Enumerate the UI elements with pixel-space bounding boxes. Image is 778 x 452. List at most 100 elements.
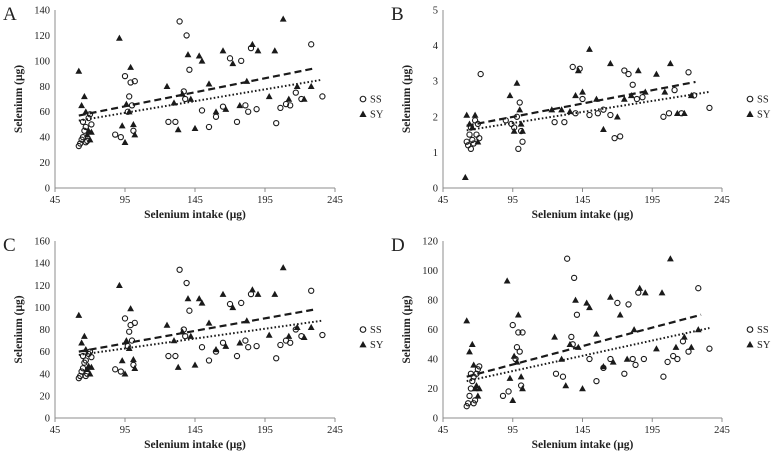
y-tick-label: 0 <box>433 414 438 425</box>
y-axis-title: Selenium (μg) <box>13 65 25 133</box>
y-tick-label: 1 <box>433 148 438 159</box>
data-point-sy <box>118 357 126 364</box>
data-point-ss <box>172 118 179 126</box>
data-point-ss <box>112 366 119 373</box>
data-point-ss <box>569 63 576 71</box>
data-point-ss <box>165 118 172 126</box>
data-point-sy <box>212 108 220 115</box>
data-point-sy <box>293 82 301 90</box>
data-point-ss <box>219 339 227 346</box>
data-point-sy <box>607 60 614 67</box>
data-point-ss <box>476 135 483 142</box>
data-point-ss <box>466 392 473 400</box>
x-tick-label: 195 <box>257 425 273 436</box>
data-point-sy <box>205 319 213 326</box>
data-point-ss <box>198 107 206 114</box>
data-point-sy <box>474 138 482 145</box>
y-tick-label: 80 <box>428 296 439 307</box>
data-point-ss <box>621 67 628 74</box>
legend-marker-sy <box>359 340 367 348</box>
data-point-ss <box>242 102 249 109</box>
data-point-ss <box>568 333 575 341</box>
y-tick-label: 40 <box>428 355 439 366</box>
panel-letter: D <box>391 235 405 256</box>
data-point-sy <box>198 299 206 306</box>
data-point-ss <box>570 274 578 282</box>
data-point-sy <box>88 363 95 370</box>
data-point-ss <box>509 321 516 329</box>
data-point-sy <box>229 60 237 67</box>
x-tick-label: 195 <box>644 425 660 436</box>
data-point-sy <box>461 173 469 181</box>
data-point-sy <box>666 255 674 262</box>
data-point-sy <box>673 109 681 116</box>
data-point-sy <box>212 346 220 353</box>
panel-letter: B <box>391 4 404 25</box>
data-point-sy <box>279 264 287 271</box>
data-point-sy <box>88 128 95 135</box>
legend-label-ss: SS <box>370 325 382 336</box>
data-point-ss <box>182 95 189 103</box>
data-point-sy <box>586 45 593 52</box>
data-point-sy <box>672 343 680 350</box>
data-point-ss <box>561 118 568 126</box>
x-tick-label: 95 <box>120 425 131 436</box>
data-point-ss <box>165 352 172 360</box>
data-point-sy <box>463 111 471 118</box>
data-point-ss <box>515 145 522 152</box>
data-point-ss <box>117 133 124 141</box>
data-point-sy <box>265 93 273 100</box>
data-point-ss <box>287 339 294 346</box>
data-point-ss <box>130 127 137 134</box>
data-point-sy <box>593 330 600 337</box>
data-point-sy <box>116 34 123 41</box>
data-point-ss <box>131 78 138 85</box>
y-tick-label: 120 <box>34 281 50 292</box>
data-point-ss <box>470 400 477 407</box>
data-point-ss <box>245 344 252 351</box>
trendline-sy <box>78 308 315 353</box>
data-point-sy <box>163 82 171 90</box>
data-point-ss <box>308 41 315 48</box>
x-axis-title: Selenium intake (μg) <box>144 439 246 451</box>
data-point-sy <box>254 47 262 54</box>
y-tick-label: 20 <box>40 391 51 402</box>
y-tick-label: 160 <box>34 237 50 248</box>
data-point-sy <box>131 364 139 371</box>
data-point-sy <box>600 362 607 370</box>
data-point-ss <box>126 93 133 100</box>
legend-marker-ss <box>746 326 754 333</box>
legend-marker-ss <box>359 95 367 103</box>
data-point-sy <box>636 284 644 291</box>
data-point-sy <box>519 385 526 392</box>
data-point-ss <box>88 354 95 361</box>
data-point-ss <box>273 355 280 362</box>
y-tick-label: 0 <box>433 184 438 195</box>
data-point-sy <box>514 311 522 318</box>
data-point-sy <box>653 70 660 77</box>
data-point-sy <box>307 323 315 331</box>
data-point-sy <box>127 63 134 70</box>
data-point-sy <box>125 108 133 115</box>
data-point-ss <box>573 311 581 318</box>
data-point-sy <box>300 333 308 340</box>
data-point-sy <box>254 290 262 297</box>
data-point-ss <box>551 118 558 126</box>
y-tick-label: 120 <box>34 31 50 42</box>
data-point-sy <box>116 281 123 288</box>
data-point-ss <box>226 300 234 308</box>
trendline-ss <box>466 90 710 132</box>
panel-letter: A <box>3 4 17 25</box>
data-point-ss <box>600 106 607 113</box>
data-point-ss <box>516 99 523 106</box>
data-point-ss <box>205 123 213 131</box>
data-point-sy <box>583 299 591 306</box>
data-point-sy <box>265 331 273 338</box>
data-point-sy <box>83 365 91 373</box>
data-point-sy <box>75 311 83 318</box>
data-point-sy <box>609 358 617 365</box>
data-point-ss <box>82 357 89 364</box>
data-point-sy <box>503 277 511 284</box>
data-point-sy <box>86 370 94 377</box>
data-point-ss <box>474 366 482 373</box>
